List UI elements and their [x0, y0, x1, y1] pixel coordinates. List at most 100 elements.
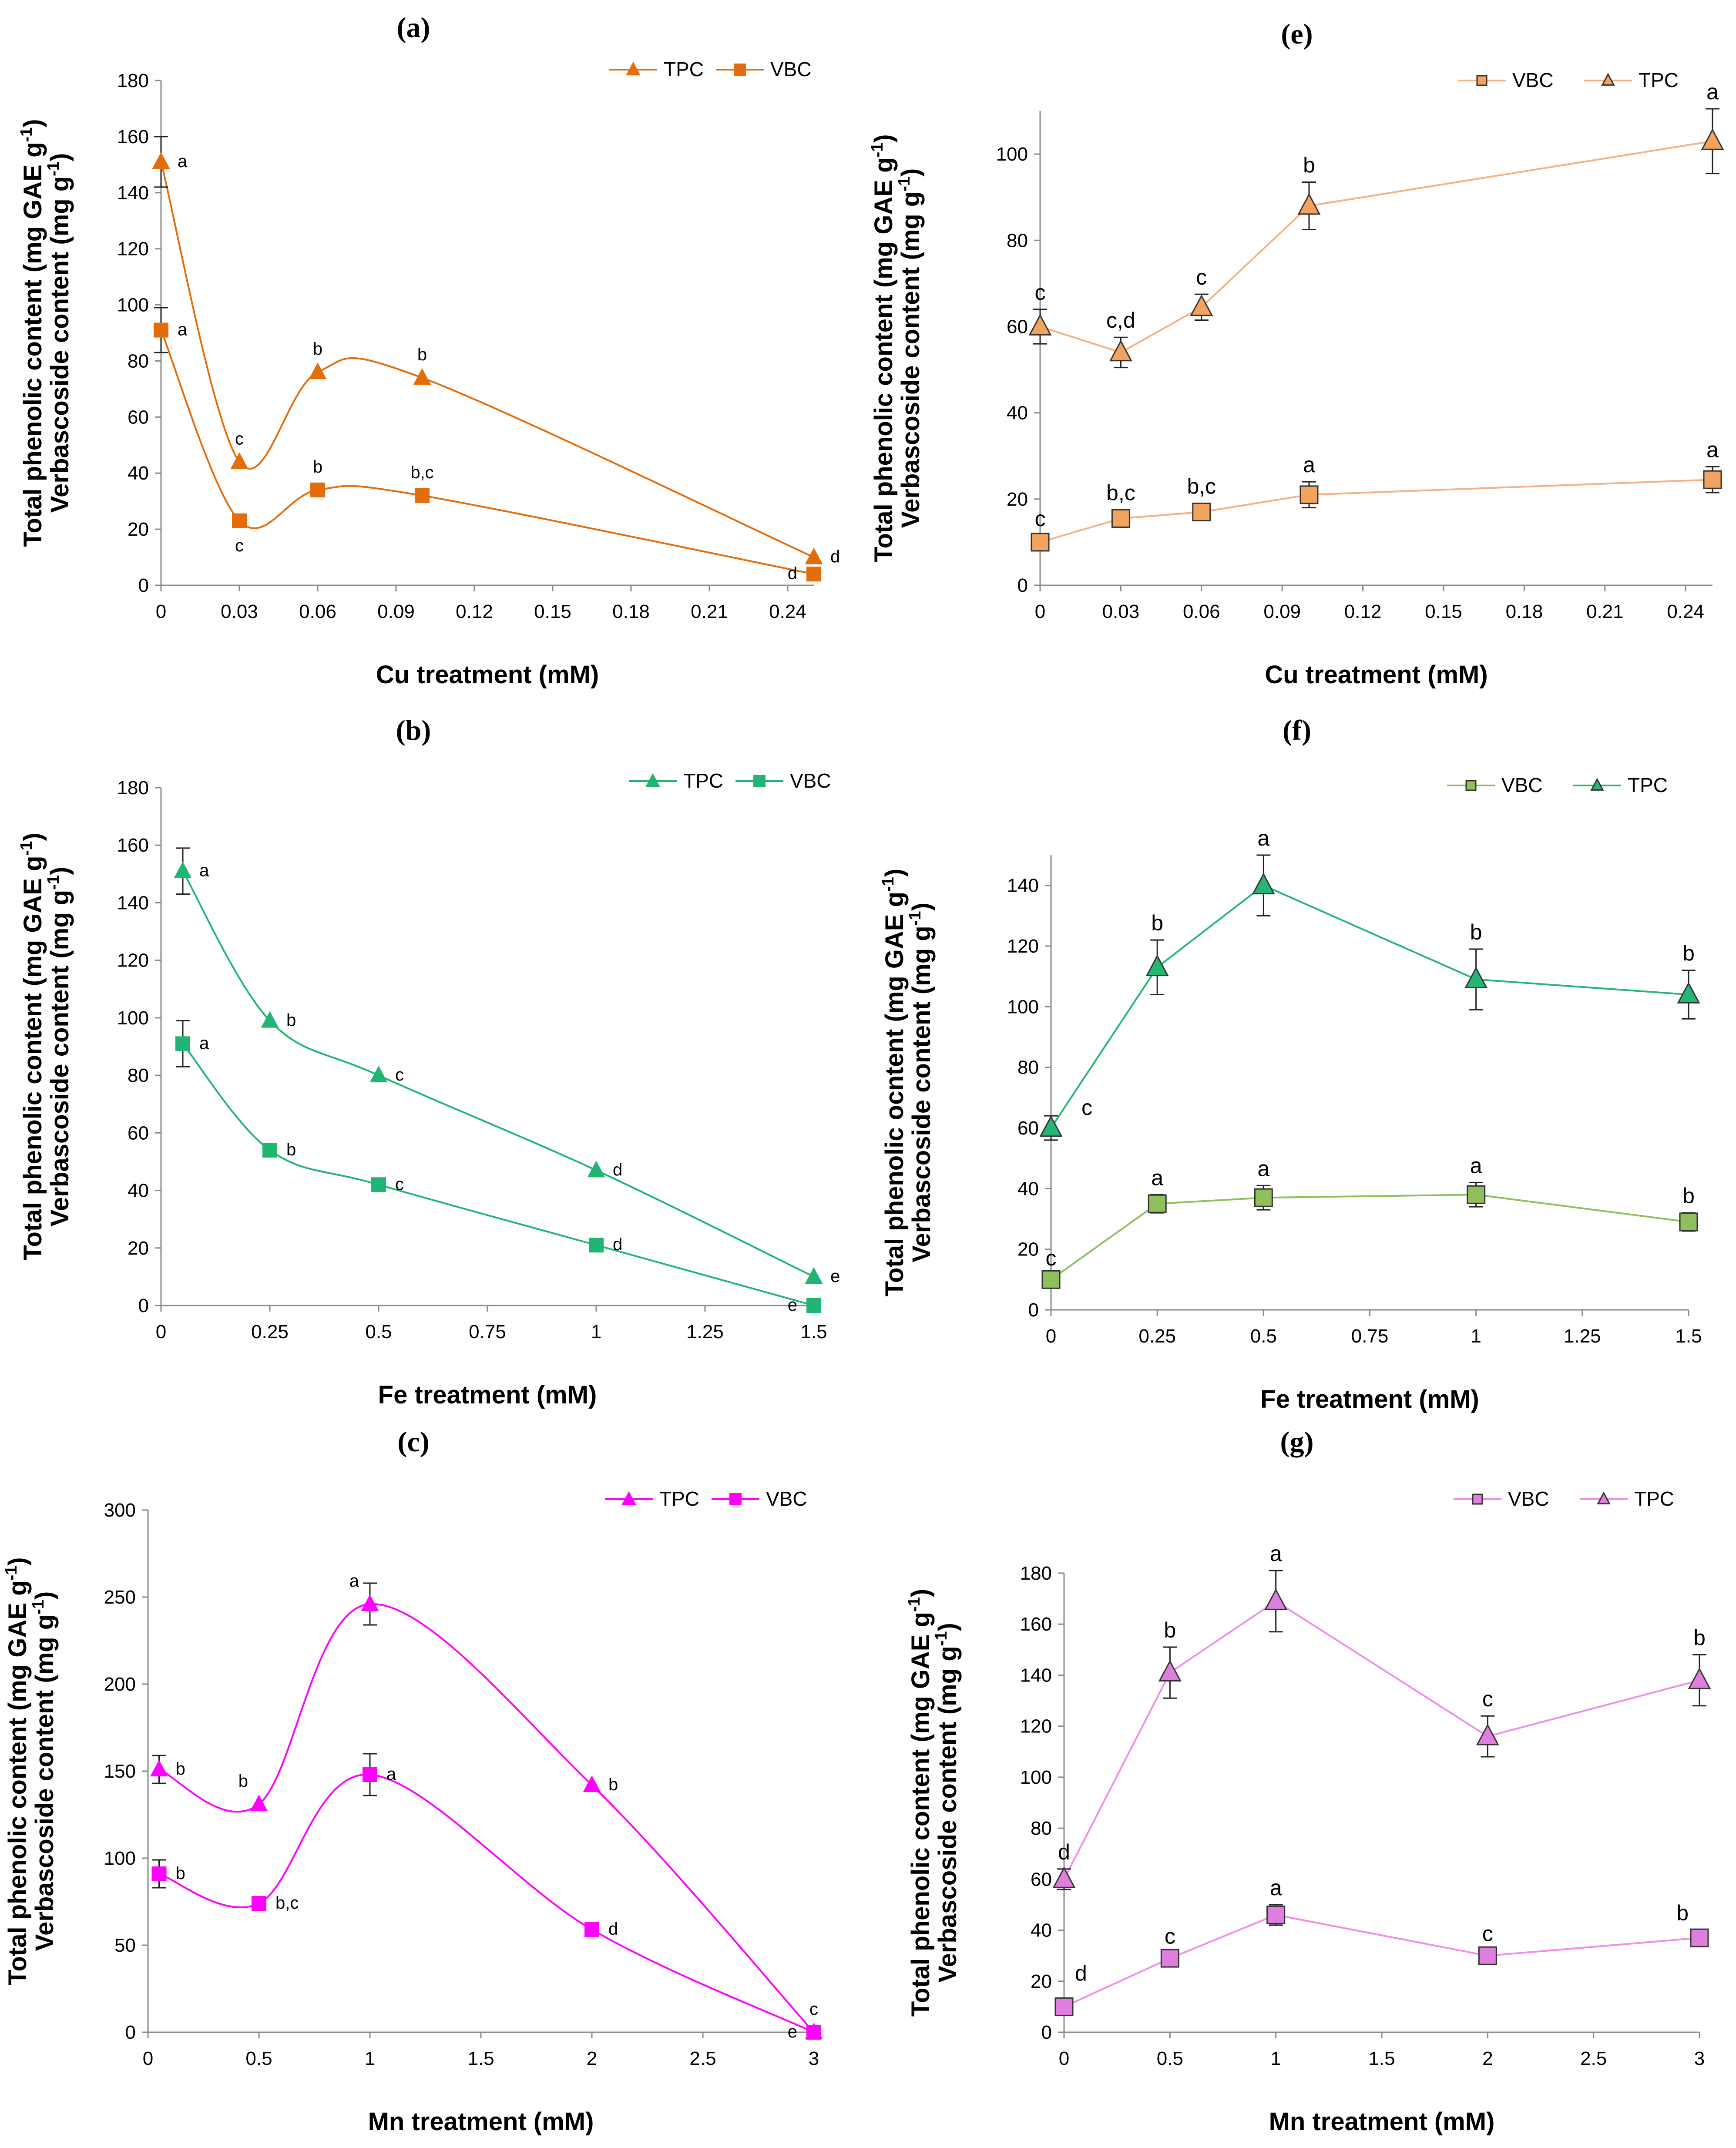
y-tick-label: 200 [104, 1674, 136, 1695]
data-point [1252, 873, 1275, 895]
y-tick-label: 40 [128, 463, 149, 484]
panel-label: (c) [397, 1426, 429, 1458]
chart-panel-5: (g) 0 20 40 60 80 100 120 140 160 180 0 0.5 1 1.5 2 2.5 3… [905, 1426, 1711, 2136]
x-tick-label: 0.12 [456, 601, 493, 622]
data-point [175, 1036, 190, 1051]
series-vbc: a c b b,c d [154, 307, 821, 583]
y-tick-label: 0 [1041, 2022, 1052, 2043]
x-tick-label: 0.06 [299, 601, 336, 622]
y-axis-title-close: ) [907, 1589, 935, 1597]
x-axis-title: Fe treatment (mM) [378, 1381, 597, 1409]
data-point [1688, 1667, 1711, 1689]
significance-letter: b [313, 339, 322, 359]
data-point [369, 1065, 388, 1083]
legend-label: TPC [1639, 69, 1679, 91]
data-point [589, 1238, 604, 1253]
series-tpc: c b a b b [1039, 826, 1700, 1141]
x-tick-label: 0.75 [469, 1321, 506, 1342]
data-point [806, 1298, 821, 1313]
data-point [1054, 1997, 1074, 2016]
significance-letter: b [1693, 1626, 1706, 1650]
significance-letter: b [417, 345, 427, 364]
x-tick-label: 0.75 [1351, 1326, 1389, 1347]
legend-label: TPC [1634, 1487, 1674, 1510]
data-point [1109, 339, 1132, 362]
y-tick-label: 80 [1017, 1057, 1039, 1078]
data-point [361, 1594, 379, 1611]
x-tick-label: 2.5 [1580, 2048, 1607, 2069]
significance-letter: b [313, 457, 322, 477]
y-tick-label: 120 [1007, 936, 1039, 957]
x-tick-label: 1 [1471, 1326, 1481, 1347]
data-point [174, 861, 192, 878]
data-point [1052, 1866, 1076, 1888]
y-axis-title-text: Verbascoside content (mg g [897, 191, 925, 528]
y-axis-title-sup: -1 [906, 911, 924, 926]
significance-letter: c [1035, 280, 1046, 305]
x-tick-label: 0 [1035, 601, 1045, 622]
legend-label: TPC [1628, 774, 1668, 796]
significance-letter: a [1151, 1165, 1163, 1190]
y-tick-label: 0 [138, 1295, 149, 1316]
series-vbc: b b,c a d e [151, 1753, 821, 2041]
legend-marker [1590, 778, 1604, 791]
significance-letter: e [788, 2022, 797, 2041]
y-axis-title: Verbascoside content (mg g-1) [895, 168, 925, 528]
series-vbc: a b c d e [175, 1020, 821, 1315]
legend: TPC VBC [629, 769, 831, 792]
y-axis-title: Verbascoside content (mg g-1) [44, 153, 74, 513]
significance-letter: d [788, 564, 797, 583]
y-tick-label: 100 [104, 1848, 136, 1869]
significance-letter: c [395, 1175, 404, 1194]
data-point [232, 513, 247, 528]
y-axis-title: Verbascoside content (mg g-1) [906, 903, 936, 1262]
legend-marker [1476, 75, 1488, 86]
significance-letter: e [788, 1296, 797, 1315]
data-point [1028, 314, 1052, 336]
y-axis-title: Total phenolic content (mg GAE g-1) [2, 1557, 32, 1985]
significance-letter: c [1046, 1246, 1057, 1270]
y-tick-label: 180 [117, 70, 149, 91]
significance-letter: c,d [1106, 308, 1135, 332]
legend-marker [626, 61, 641, 76]
y-tick-label: 120 [117, 950, 149, 971]
series-tpc: a c b b d [152, 136, 840, 567]
x-tick-label: 1.25 [686, 1321, 724, 1342]
data-point [1299, 485, 1319, 504]
significance-letter: a [178, 320, 188, 339]
x-tick-label: 0.03 [221, 601, 258, 622]
legend-marker [734, 64, 746, 76]
x-tick-label: 0.09 [377, 601, 415, 622]
data-point [371, 1177, 386, 1192]
significance-letter: a [386, 1765, 396, 1784]
data-point [1464, 967, 1488, 989]
x-tick-label: 0 [156, 1321, 166, 1342]
x-tick-label: 0.15 [534, 601, 571, 622]
legend-marker [1472, 1494, 1483, 1505]
significance-letter: d [613, 1160, 622, 1179]
x-tick-label: 0.18 [1506, 601, 1543, 622]
data-point [1148, 1194, 1167, 1213]
x-tick-label: 1.5 [467, 2048, 494, 2069]
data-point [363, 1767, 377, 1782]
data-point [583, 1775, 601, 1792]
panel-label: (g) [1280, 1426, 1314, 1458]
y-tick-label: 40 [1031, 1920, 1052, 1941]
x-tick-label: 0 [143, 2048, 153, 2069]
y-axis-title-sup: -1 [905, 1597, 923, 1612]
x-tick-label: 0.5 [1250, 1326, 1277, 1347]
chart-panel-2: (b) 0 20 40 60 80 100 120 140 160 180 0 0.25 0.5 0.75 1… [17, 715, 840, 1409]
series-tpc: a b c d e [174, 847, 840, 1286]
series-line [1064, 1914, 1700, 2008]
significance-letter: a [199, 861, 209, 880]
x-tick-label: 0.5 [1157, 2048, 1183, 2069]
significance-letter: d [613, 1235, 622, 1254]
y-tick-label: 40 [1017, 1178, 1039, 1199]
significance-letter: a [1270, 1541, 1282, 1566]
data-point [1701, 128, 1724, 150]
data-point [1160, 1949, 1179, 1968]
x-tick-label: 0.06 [1183, 601, 1220, 622]
y-axis-title-text: Total phenolic content (mg GAE g [19, 142, 47, 547]
y-axis-title-sup: -1 [17, 841, 36, 856]
y-axis-title-close: ) [19, 119, 47, 127]
